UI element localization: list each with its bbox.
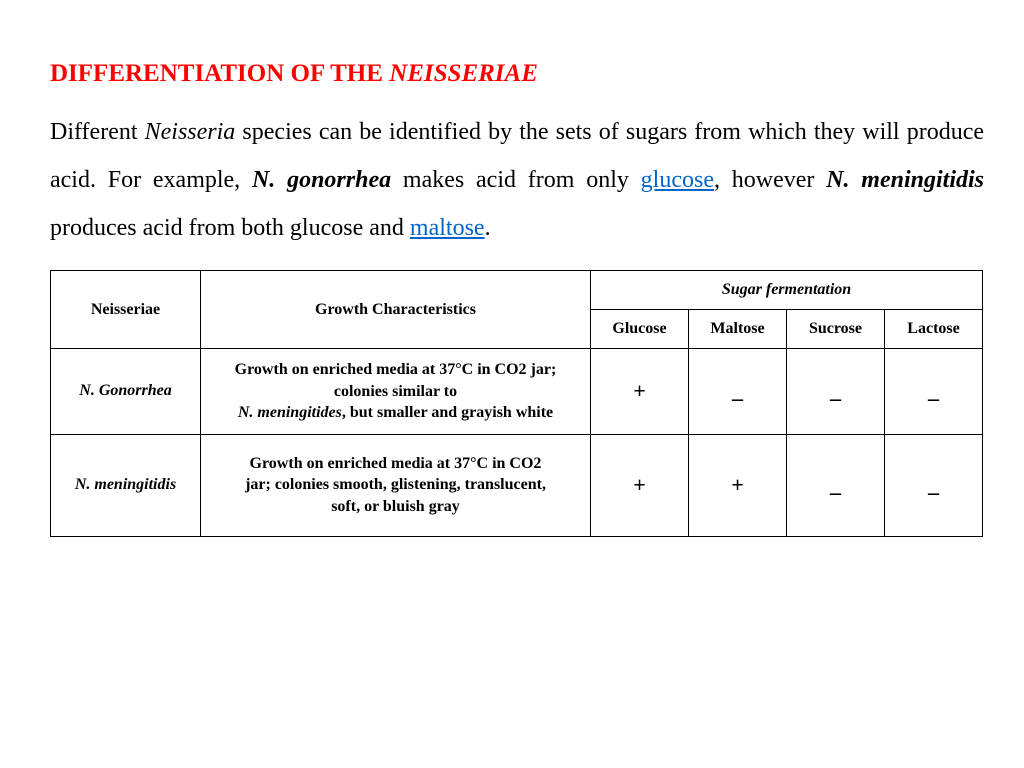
table-row: N. meningitidis Growth on enriched media… (51, 434, 983, 536)
cell-glucose: + (591, 434, 689, 536)
page-title: DIFFERENTIATION OF THE NEISSERIAE (50, 60, 984, 88)
cell-maltose: _ (689, 349, 787, 435)
para-text: makes acid from only (391, 167, 641, 193)
para-text: Different (50, 119, 145, 145)
document-page: DIFFERENTIATION OF THE NEISSERIAE Differ… (0, 0, 1024, 557)
cell-growth: Growth on enriched media at 37°C in CO2 … (201, 434, 591, 536)
header-neisseriae: Neisseriae (51, 271, 201, 349)
cell-glucose: + (591, 349, 689, 435)
para-text: , however (714, 167, 826, 193)
header-sugar-group: Sugar fermentation (591, 271, 983, 310)
para-species-1: N. gonorrhea (252, 167, 391, 193)
growth-species: N. meningitides (238, 404, 342, 421)
cell-lactose: _ (885, 434, 983, 536)
title-genus: NEISSERIAE (389, 60, 538, 87)
intro-paragraph: Different Neisseria species can be ident… (50, 108, 984, 252)
glucose-link[interactable]: glucose (641, 167, 714, 193)
table-row: N. Gonorrhea Growth on enriched media at… (51, 349, 983, 435)
title-prefix: DIFFERENTIATION OF THE (50, 60, 389, 87)
growth-text: Growth on enriched media at 37°C in CO2 … (245, 455, 546, 515)
cell-lactose: _ (885, 349, 983, 435)
growth-text: Growth on enriched media at 37°C in CO2 … (235, 361, 557, 378)
header-sucrose: Sucrose (787, 310, 885, 349)
cell-species-name: N. Gonorrhea (51, 349, 201, 435)
cell-maltose: + (689, 434, 787, 536)
para-species-2: N. meningitidis (826, 167, 984, 193)
header-maltose: Maltose (689, 310, 787, 349)
para-text: . (485, 215, 491, 241)
cell-sucrose: _ (787, 434, 885, 536)
para-genus: Neisseria (145, 119, 236, 145)
cell-growth: Growth on enriched media at 37°C in CO2 … (201, 349, 591, 435)
header-glucose: Glucose (591, 310, 689, 349)
maltose-link[interactable]: maltose (410, 215, 485, 241)
cell-sucrose: _ (787, 349, 885, 435)
growth-text: colonies similar to (334, 383, 457, 400)
header-growth: Growth Characteristics (201, 271, 591, 349)
growth-text: , but smaller and grayish white (342, 404, 553, 421)
cell-species-name: N. meningitidis (51, 434, 201, 536)
differentiation-table: Neisseriae Growth Characteristics Sugar … (50, 270, 983, 537)
para-text: produces acid from both glucose and (50, 215, 410, 241)
header-lactose: Lactose (885, 310, 983, 349)
table-header-row: Neisseriae Growth Characteristics Sugar … (51, 271, 983, 310)
